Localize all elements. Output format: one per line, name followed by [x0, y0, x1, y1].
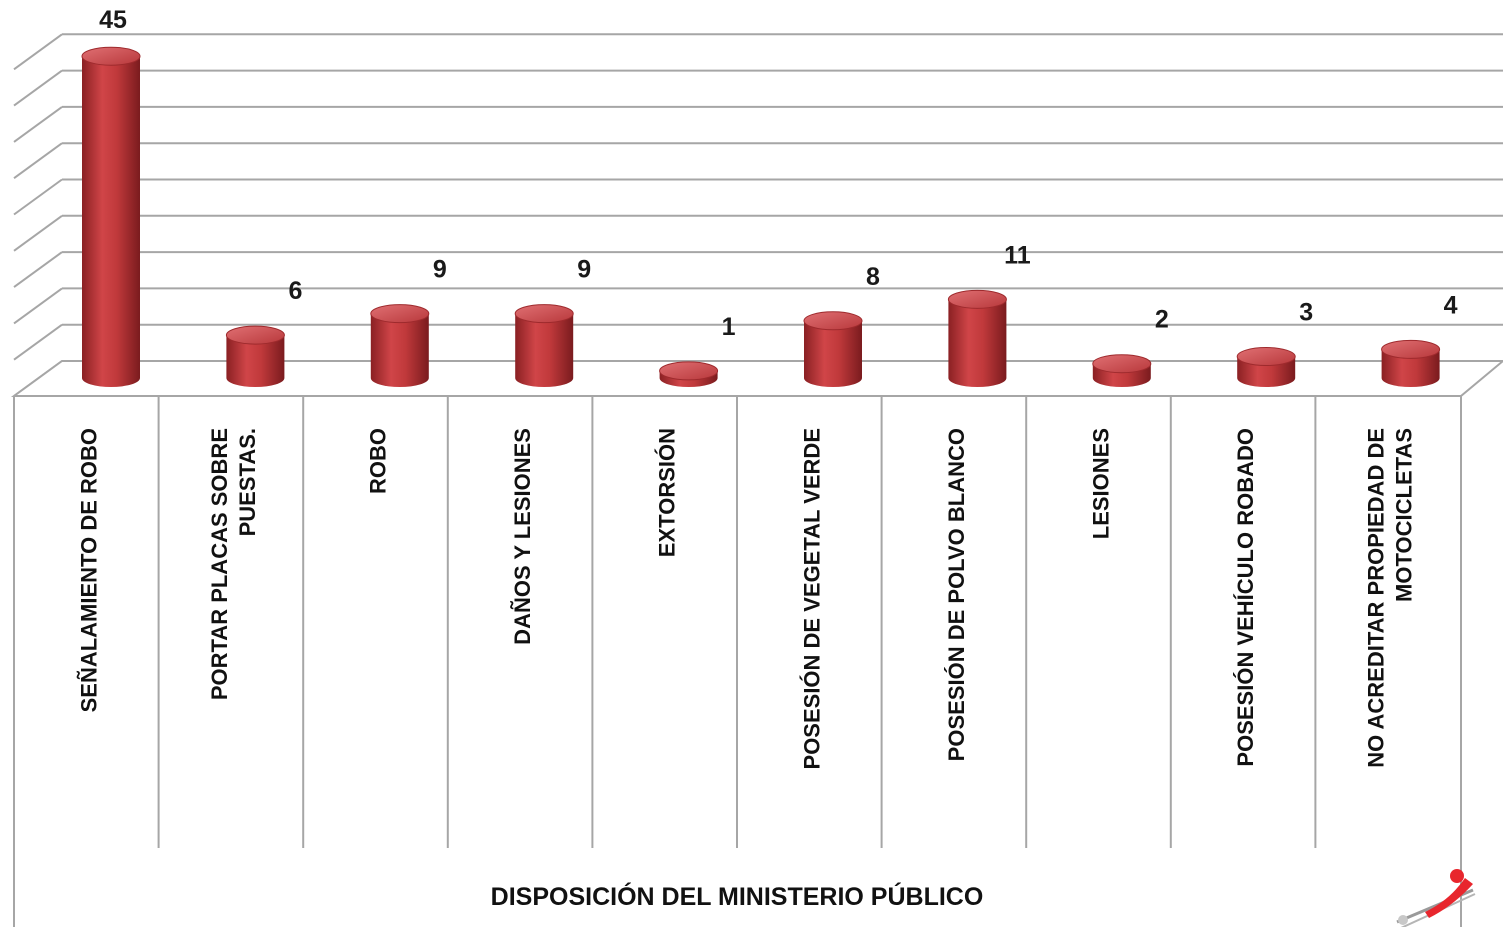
labels-layer: 45 SEÑALAMIENTO DE ROBO 6 PORTAR PLACAS SOB… [76, 6, 1457, 769]
bar-top [370, 304, 430, 324]
category-label-line: POSESIÓN DE POLVO BLANCO [944, 428, 969, 761]
bar-top [514, 304, 574, 324]
bar-top [225, 325, 285, 345]
bar [1381, 339, 1441, 387]
value-label: 8 [866, 263, 880, 291]
category-label-line: NO ACREDITAR PROPIEDAD DE [1364, 428, 1389, 768]
category-label-line: EXTORSIÓN [655, 428, 680, 557]
value-label: 45 [99, 6, 127, 34]
gridline-side [13, 178, 63, 216]
category-label-line: MOTOCICLETAS [1392, 428, 1417, 602]
bar [947, 289, 1007, 387]
category-label: PORTAR PLACAS SOBRE PUESTAS. [207, 428, 260, 700]
bar-body [1381, 349, 1440, 387]
bar-top [1236, 347, 1296, 367]
bar-body [804, 320, 862, 387]
bar-body [948, 299, 1007, 387]
bar-top [659, 361, 719, 381]
category-label: EXTORSIÓN [655, 428, 680, 557]
bar [659, 361, 719, 387]
value-label: 9 [577, 256, 591, 284]
bar-body [82, 56, 140, 387]
bar [1236, 347, 1296, 387]
gridline-side [13, 323, 63, 361]
gridline-side [13, 214, 63, 252]
category-label: NO ACREDITAR PROPIEDAD DE MOTOCICLETAS [1364, 428, 1417, 768]
gridline-side [13, 251, 63, 288]
category-label-line: PORTAR PLACAS SOBRE [207, 428, 232, 700]
bar-body [515, 313, 574, 387]
bar-body [370, 313, 429, 387]
gridline-side [13, 33, 63, 71]
bar-top [1381, 339, 1441, 359]
gridline-side [13, 69, 63, 107]
bar-top [1092, 354, 1152, 374]
x-axis-title: DISPOSICIÓN DEL MINISTERIO PÚBLICO [491, 881, 984, 911]
gridline-side [13, 106, 63, 143]
value-label: 1 [722, 313, 736, 341]
bar [225, 325, 285, 387]
value-label: 6 [288, 277, 302, 305]
bar [803, 311, 863, 387]
category-label: DAÑOS Y LESIONES [510, 428, 535, 645]
bar-top [81, 46, 141, 66]
gridline-side [13, 287, 63, 325]
value-label: 2 [1155, 306, 1169, 334]
category-label-line: ROBO [366, 428, 391, 494]
category-label: LESIONES [1089, 428, 1114, 539]
bar [514, 304, 574, 387]
category-label-line: POSESIÓN DE VEGETAL VERDE [799, 428, 824, 769]
value-label: 3 [1299, 299, 1313, 327]
bar-top [947, 289, 1007, 309]
bar-top [803, 311, 863, 331]
bars-layer [81, 46, 1441, 387]
category-label: POSESIÓN DE VEGETAL VERDE [799, 428, 824, 769]
value-label: 4 [1444, 291, 1458, 319]
bar [370, 304, 430, 387]
category-label: SEÑALAMIENTO DE ROBO [76, 428, 101, 712]
gridline-side [13, 142, 63, 180]
bar [1092, 354, 1152, 387]
bar-body [226, 335, 285, 387]
category-label-line: POSESIÓN VEHÍCULO ROBADO [1233, 428, 1258, 767]
category-label-line: PUESTAS. [235, 428, 260, 536]
logo-icon [1396, 869, 1476, 929]
value-label: 11 [1004, 241, 1031, 269]
value-label: 9 [433, 256, 447, 284]
category-label: POSESIÓN VEHÍCULO ROBADO [1233, 428, 1258, 767]
category-label-line: LESIONES [1089, 428, 1114, 539]
bar [81, 46, 141, 387]
category-label: ROBO [366, 428, 391, 494]
category-label-line: SEÑALAMIENTO DE ROBO [76, 428, 101, 712]
category-label-line: DAÑOS Y LESIONES [510, 428, 535, 645]
category-label: POSESIÓN DE POLVO BLANCO [944, 428, 969, 761]
